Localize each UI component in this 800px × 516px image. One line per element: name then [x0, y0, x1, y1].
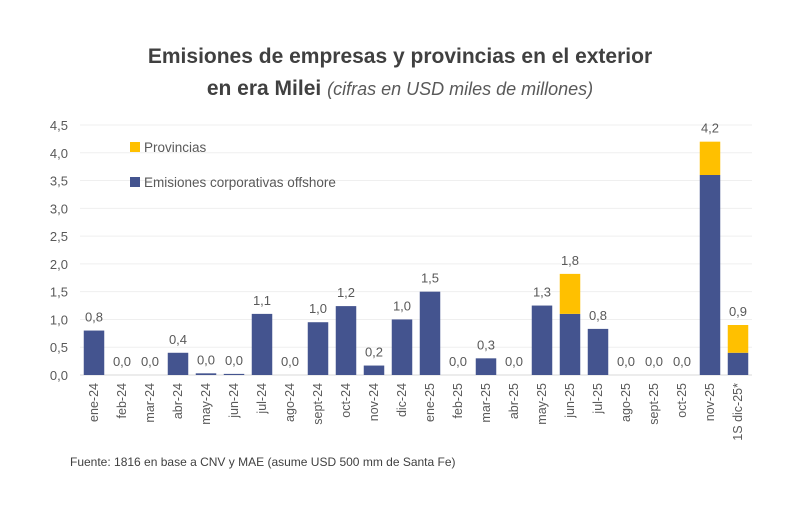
y-tick-label: 2,5	[50, 229, 68, 244]
data-label: 1,1	[253, 293, 271, 308]
x-tick-label: may-25	[535, 383, 549, 425]
legend-label: Provincias	[144, 140, 207, 155]
bars	[83, 141, 749, 375]
bar-corporate	[83, 330, 105, 375]
x-tick-label: jul-24	[255, 383, 269, 415]
data-label: 1,5	[421, 271, 439, 286]
data-label: 1,0	[393, 298, 411, 313]
bar-corporate	[167, 352, 189, 375]
y-tick-label: 0,0	[50, 368, 68, 383]
bar-provincias	[559, 273, 581, 314]
bar-corporate	[391, 319, 413, 375]
data-label: 0,0	[449, 354, 467, 369]
legend-label: Emisiones corporativas offshore	[144, 175, 336, 190]
bar-provincias	[727, 325, 749, 353]
y-tick-label: 3,5	[50, 174, 68, 189]
x-tick-label: nov-25	[703, 383, 717, 421]
y-axis: 0,0 0,5 1,0 1,5 2,0 2,5 3,0 3,5 4,0 4,5	[50, 118, 68, 383]
data-label: 0,0	[141, 354, 159, 369]
data-label: 0,0	[673, 354, 691, 369]
bar-corporate	[195, 373, 217, 375]
bar-corporate	[699, 175, 721, 375]
y-tick-label: 4,0	[50, 146, 68, 161]
bar-corporate	[419, 291, 441, 375]
bar-corporate	[251, 313, 273, 375]
data-label: 0,8	[85, 310, 103, 325]
data-label: 0,0	[505, 354, 523, 369]
bar-corporate	[531, 305, 553, 375]
data-label: 0,0	[197, 352, 215, 367]
y-tick-label: 3,0	[50, 201, 68, 216]
data-label: 0,2	[365, 345, 383, 360]
x-tick-label: jun-24	[227, 383, 241, 419]
data-label: 1,3	[533, 285, 551, 300]
y-tick-label: 2,0	[50, 257, 68, 272]
source-note: Fuente: 1816 en base a CNV y MAE (asume …	[70, 455, 456, 469]
bar-corporate	[727, 352, 749, 375]
data-label: 1,8	[561, 253, 579, 268]
x-tick-label: jun-25	[563, 383, 577, 419]
x-tick-label: 1S dic-25*	[731, 383, 745, 441]
data-label: 1,0	[309, 301, 327, 316]
bar-corporate	[475, 358, 497, 375]
y-tick-label: 4,5	[50, 118, 68, 133]
x-tick-label: mar-24	[143, 383, 157, 423]
data-labels: 0,8 0,0 0,0 0,4 0,0 0,0 1,1 0,0 1,0 1,2 0,2 1,0 1,5 0…	[85, 121, 747, 369]
x-tick-label: oct-25	[675, 383, 689, 418]
data-label: 0,0	[617, 354, 635, 369]
chart-title-line1: Emisiones de empresas y provincias en el…	[147, 45, 653, 68]
x-tick-label: nov-24	[367, 383, 381, 421]
x-tick-label: jul-25	[591, 383, 605, 415]
x-tick-label: mar-25	[479, 383, 493, 423]
bar-corporate	[307, 322, 329, 375]
data-label: 4,2	[701, 121, 719, 136]
x-tick-label: sept-25	[647, 383, 661, 425]
x-axis: ene-24 feb-24 mar-24 abr-24 may-24 jun-24 jul-…	[87, 383, 745, 441]
x-tick-label: sept-24	[311, 383, 325, 425]
data-label: 0,3	[477, 337, 495, 352]
chart-subtitle: (cifras en USD miles de millones)	[327, 79, 594, 99]
bar-provincias	[699, 141, 721, 175]
x-tick-label: dic-24	[395, 383, 409, 417]
x-tick-label: ene-24	[87, 383, 101, 422]
x-tick-label: ago-25	[619, 383, 633, 422]
x-tick-label: may-24	[199, 383, 213, 425]
x-tick-label: feb-24	[115, 383, 129, 418]
x-tick-label: abr-24	[171, 383, 185, 419]
legend-swatch-corporate	[130, 177, 140, 187]
bar-corporate	[587, 328, 609, 375]
bar-corporate	[335, 306, 357, 375]
y-tick-label: 1,5	[50, 285, 68, 300]
gridlines	[80, 124, 752, 376]
y-tick-label: 1,0	[50, 312, 68, 327]
bar-corporate	[223, 373, 245, 375]
x-tick-label: ene-25	[423, 383, 437, 422]
bar-corporate	[559, 313, 581, 375]
x-tick-label: ago-24	[283, 383, 297, 422]
data-label: 0,0	[645, 354, 663, 369]
data-label: 1,2	[337, 285, 355, 300]
chart-title-line2: en era Milei (cifras en USD miles de mil…	[0, 74, 800, 104]
data-label: 0,0	[113, 354, 131, 369]
data-label: 0,9	[729, 304, 747, 319]
x-tick-label: oct-24	[339, 383, 353, 418]
data-label: 0,0	[281, 354, 299, 369]
bar-corporate	[363, 365, 385, 375]
data-label: 0,0	[225, 353, 243, 368]
chart-title-bold: en era Milei	[206, 77, 322, 100]
data-label: 0,8	[589, 308, 607, 323]
x-tick-label: abr-25	[507, 383, 521, 419]
y-tick-label: 0,5	[50, 340, 68, 355]
legend-swatch-provincias	[130, 142, 140, 152]
data-label: 0,4	[169, 332, 187, 347]
legend: Provincias Emisiones corporativas offshor…	[130, 140, 336, 190]
x-tick-label: feb-25	[451, 383, 465, 418]
